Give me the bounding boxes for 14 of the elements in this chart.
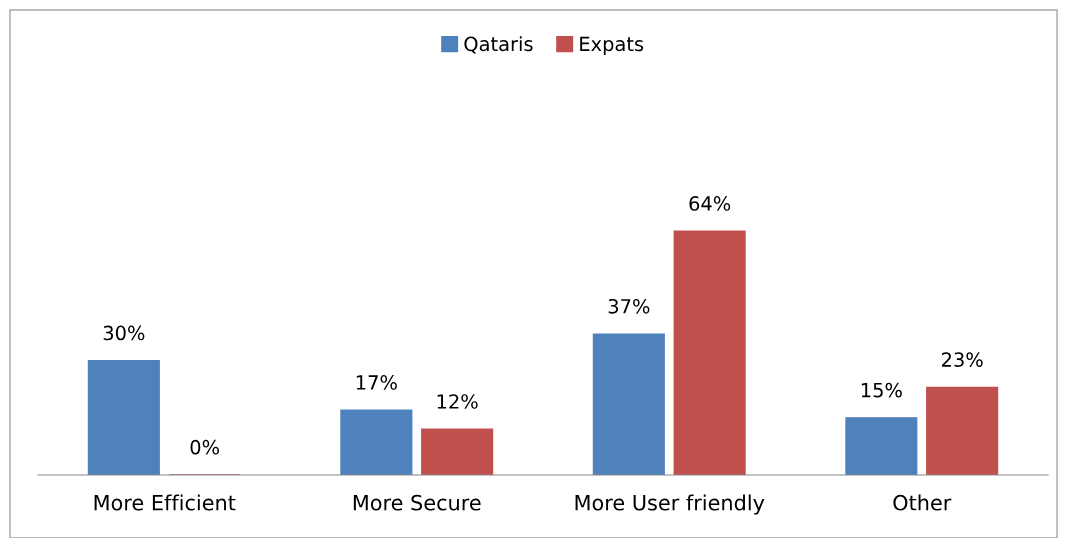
x-tick-label: More Secure: [353, 494, 481, 511]
data-label: 23%: [941, 352, 983, 367]
x-tick-label: More User friendly: [575, 494, 765, 515]
data-label: 30%: [103, 325, 145, 341]
x-tick-label: Other: [893, 494, 952, 511]
data-label: 15%: [861, 382, 902, 398]
x-tick-label: More Efficient: [94, 494, 236, 511]
data-label: 12%: [437, 394, 478, 409]
data-label: 17%: [356, 375, 397, 390]
data-label: 37%: [608, 298, 650, 314]
legend-label: Qataris: [464, 36, 533, 54]
data-label: 0%: [190, 439, 219, 455]
data-label: 64%: [689, 196, 731, 211]
legend-label: Expats: [580, 36, 644, 56]
